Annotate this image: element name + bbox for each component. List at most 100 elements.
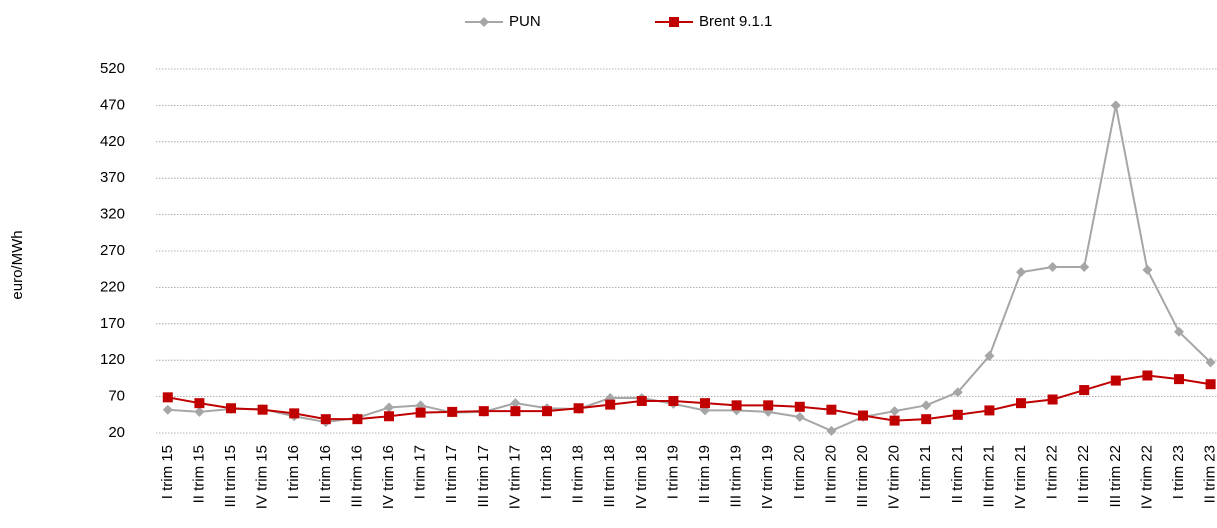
- y-tick-label: 120: [100, 351, 125, 368]
- point: [1047, 262, 1058, 273]
- x-tick-label: III trim 19: [728, 445, 745, 508]
- x-tick-label: IV trim 20: [886, 445, 903, 509]
- x-tick-label: II trim 16: [317, 445, 334, 503]
- point: [542, 406, 552, 417]
- point: [921, 400, 932, 411]
- point: [162, 392, 173, 403]
- y-tick-label: 220: [100, 278, 125, 295]
- x-tick-label: III trim 16: [348, 445, 365, 508]
- y-tick-label: 20: [108, 424, 125, 441]
- legend-label: Brent 9.1.1: [699, 13, 772, 30]
- x-tick-label: I trim 22: [1044, 445, 1061, 499]
- x-tick-label: I trim 18: [538, 445, 555, 499]
- point: [384, 411, 394, 422]
- point: [826, 404, 837, 415]
- point: [478, 406, 489, 417]
- point: [1079, 262, 1090, 273]
- point: [1142, 264, 1153, 275]
- point: [510, 398, 521, 409]
- x-tick-label: III trim 22: [1107, 445, 1124, 508]
- point: [668, 395, 679, 406]
- y-tick-label: 320: [100, 206, 125, 223]
- point: [1174, 326, 1184, 337]
- point: [700, 398, 710, 409]
- x-tick-label: III trim 20: [854, 445, 871, 508]
- point: [1205, 379, 1216, 390]
- point: [384, 402, 394, 413]
- y-tick-label: 170: [100, 315, 125, 332]
- x-tick-label: I trim 21: [917, 445, 934, 499]
- x-tick-label: I trim 19: [664, 445, 681, 499]
- x-tick-label: III trim 18: [601, 445, 618, 508]
- x-tick-label: IV trim 21: [1012, 445, 1029, 509]
- x-tick-label: III trim 21: [980, 445, 997, 508]
- point: [194, 406, 205, 417]
- point: [984, 405, 995, 416]
- x-tick-label: II trim 20: [822, 445, 839, 503]
- x-tick-label: II trim 15: [190, 445, 207, 503]
- y-axis-label: euro/MWh: [9, 230, 26, 299]
- y-tick-label: 370: [100, 169, 125, 186]
- legend-marker: [669, 17, 679, 27]
- x-tick-label: I trim 23: [1170, 445, 1187, 499]
- point: [1110, 100, 1121, 111]
- legend-marker: [479, 17, 489, 27]
- point: [636, 395, 647, 406]
- point: [921, 414, 932, 425]
- point: [826, 425, 837, 436]
- point: [320, 414, 331, 425]
- x-tick-label: II trim 23: [1202, 445, 1217, 503]
- x-tick-label: I trim 20: [791, 445, 808, 499]
- point: [573, 403, 584, 414]
- x-tick-label: III trim 17: [475, 445, 492, 508]
- y-tick-label: 70: [108, 388, 125, 405]
- point: [1016, 267, 1026, 278]
- point: [1079, 385, 1090, 396]
- point: [226, 403, 236, 414]
- point: [889, 406, 900, 417]
- point: [1110, 375, 1121, 386]
- point: [257, 404, 268, 415]
- x-tick-label: III trim 15: [222, 445, 239, 508]
- point: [415, 407, 426, 418]
- point: [952, 409, 963, 420]
- point: [447, 406, 458, 417]
- point: [1142, 370, 1153, 381]
- point: [794, 401, 805, 412]
- x-tick-label: I trim 15: [159, 445, 176, 499]
- point: [1047, 394, 1058, 405]
- x-tick-label: IV trim 19: [759, 445, 776, 509]
- x-tick-label: IV trim 17: [506, 445, 523, 509]
- point: [510, 406, 521, 417]
- x-tick-label: II trim 22: [1075, 445, 1092, 503]
- x-tick-label: I trim 16: [285, 445, 302, 499]
- point: [605, 399, 616, 410]
- point: [162, 404, 173, 415]
- x-tick-label: II trim 21: [949, 445, 966, 503]
- series-line: [167, 374, 1211, 422]
- legend-label: PUN: [509, 13, 541, 30]
- point: [984, 350, 995, 361]
- y-tick-label: 520: [100, 60, 125, 77]
- x-tick-label: IV trim 18: [633, 445, 650, 509]
- point: [1205, 357, 1216, 368]
- point: [794, 411, 805, 422]
- point: [352, 414, 363, 425]
- x-tick-label: IV trim 15: [254, 445, 271, 509]
- x-tick-label: II trim 17: [443, 445, 460, 503]
- point: [731, 400, 742, 411]
- y-tick-label: 420: [100, 133, 125, 150]
- y-tick-label: 270: [100, 242, 125, 259]
- point: [194, 398, 205, 409]
- point: [289, 408, 300, 419]
- y-tick-label: 470: [100, 96, 125, 113]
- x-tick-label: I trim 17: [412, 445, 429, 499]
- point: [1174, 374, 1184, 385]
- point: [952, 387, 963, 398]
- x-tick-label: IV trim 22: [1138, 445, 1155, 509]
- point: [858, 410, 868, 421]
- point: [763, 400, 774, 411]
- x-tick-label: II trim 19: [696, 445, 713, 503]
- point: [889, 415, 900, 426]
